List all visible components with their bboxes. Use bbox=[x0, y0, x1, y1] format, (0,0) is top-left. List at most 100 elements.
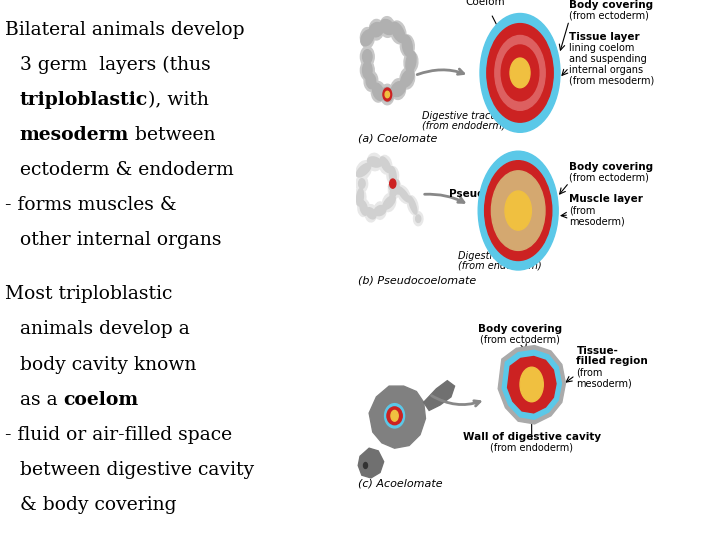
Text: (from: (from bbox=[569, 205, 595, 215]
Text: Body covering: Body covering bbox=[478, 324, 562, 334]
Polygon shape bbox=[508, 356, 556, 413]
Text: Digestive tract: Digestive tract bbox=[458, 251, 531, 261]
Ellipse shape bbox=[384, 404, 405, 428]
Ellipse shape bbox=[369, 19, 384, 40]
Text: (from ectoderm): (from ectoderm) bbox=[569, 11, 649, 21]
Ellipse shape bbox=[380, 157, 391, 172]
Text: Bilateral animals develop: Bilateral animals develop bbox=[5, 21, 245, 39]
Ellipse shape bbox=[358, 199, 369, 217]
Ellipse shape bbox=[404, 51, 418, 73]
Text: (from endoderm): (from endoderm) bbox=[458, 261, 542, 271]
Text: as a: as a bbox=[19, 390, 63, 409]
Ellipse shape bbox=[389, 184, 400, 194]
Ellipse shape bbox=[397, 187, 410, 202]
Text: and suspending: and suspending bbox=[569, 54, 647, 64]
Text: - forms muscles &: - forms muscles & bbox=[5, 196, 177, 214]
Ellipse shape bbox=[367, 153, 382, 171]
Ellipse shape bbox=[387, 166, 399, 185]
Ellipse shape bbox=[356, 163, 371, 177]
Ellipse shape bbox=[372, 82, 385, 102]
Text: between digestive cavity: between digestive cavity bbox=[19, 461, 253, 479]
Ellipse shape bbox=[366, 73, 376, 89]
Circle shape bbox=[505, 191, 531, 230]
Circle shape bbox=[492, 171, 545, 251]
Ellipse shape bbox=[389, 179, 401, 199]
Ellipse shape bbox=[379, 156, 392, 174]
Circle shape bbox=[478, 151, 558, 270]
Text: & body covering: & body covering bbox=[19, 496, 176, 514]
Text: Coelom: Coelom bbox=[466, 0, 505, 8]
Text: filled region: filled region bbox=[577, 356, 648, 367]
Text: (b) Pseudocoelomate: (b) Pseudocoelomate bbox=[359, 275, 477, 286]
Ellipse shape bbox=[383, 196, 395, 209]
Ellipse shape bbox=[380, 17, 395, 37]
Text: Tissue layer: Tissue layer bbox=[569, 32, 640, 43]
Text: mesoderm): mesoderm) bbox=[577, 378, 632, 388]
Circle shape bbox=[385, 91, 390, 98]
Polygon shape bbox=[369, 386, 426, 448]
Polygon shape bbox=[498, 346, 565, 424]
Text: Wall of digestive cavity: Wall of digestive cavity bbox=[462, 432, 600, 442]
Ellipse shape bbox=[360, 200, 367, 215]
Polygon shape bbox=[359, 448, 384, 478]
Text: (a) Coelomate: (a) Coelomate bbox=[359, 133, 438, 144]
Circle shape bbox=[487, 24, 553, 122]
Text: triploblastic: triploblastic bbox=[19, 91, 148, 109]
Text: (from endoderm): (from endoderm) bbox=[490, 443, 573, 453]
Circle shape bbox=[383, 88, 392, 101]
Ellipse shape bbox=[365, 205, 377, 222]
Ellipse shape bbox=[359, 179, 365, 188]
Circle shape bbox=[391, 410, 398, 421]
Ellipse shape bbox=[387, 407, 402, 424]
Ellipse shape bbox=[382, 87, 393, 102]
Ellipse shape bbox=[356, 161, 372, 179]
Ellipse shape bbox=[369, 23, 384, 37]
Text: (c) Acoelomate: (c) Acoelomate bbox=[359, 478, 443, 488]
Text: Pseudocoelom: Pseudocoelom bbox=[449, 189, 534, 199]
Circle shape bbox=[364, 462, 367, 468]
Ellipse shape bbox=[406, 51, 416, 73]
Text: (from ectoderm): (from ectoderm) bbox=[569, 173, 649, 183]
Ellipse shape bbox=[401, 70, 414, 87]
Ellipse shape bbox=[380, 84, 395, 105]
Ellipse shape bbox=[380, 19, 395, 35]
Text: 3 germ  layers (thus: 3 germ layers (thus bbox=[19, 56, 210, 74]
Text: (from ectoderm): (from ectoderm) bbox=[480, 335, 560, 345]
Text: body cavity known: body cavity known bbox=[19, 355, 196, 374]
Polygon shape bbox=[423, 381, 454, 410]
Ellipse shape bbox=[391, 82, 405, 97]
Text: between: between bbox=[129, 126, 215, 144]
Ellipse shape bbox=[364, 71, 378, 91]
Ellipse shape bbox=[361, 60, 374, 80]
Text: coelom: coelom bbox=[63, 390, 138, 409]
Text: ), with: ), with bbox=[148, 91, 209, 109]
Text: animals develop a: animals develop a bbox=[19, 320, 189, 339]
Text: Muscle layer: Muscle layer bbox=[569, 194, 643, 205]
Text: Body covering: Body covering bbox=[569, 162, 653, 172]
Polygon shape bbox=[503, 350, 562, 419]
Ellipse shape bbox=[391, 79, 405, 99]
Text: - fluid or air-filled space: - fluid or air-filled space bbox=[5, 426, 233, 444]
Ellipse shape bbox=[390, 167, 396, 184]
Ellipse shape bbox=[374, 206, 386, 215]
Text: ectoderm & endoderm: ectoderm & endoderm bbox=[19, 161, 233, 179]
Ellipse shape bbox=[388, 181, 401, 197]
Ellipse shape bbox=[390, 21, 406, 44]
Ellipse shape bbox=[361, 30, 374, 46]
Text: other internal organs: other internal organs bbox=[19, 231, 221, 249]
Ellipse shape bbox=[397, 186, 410, 203]
Circle shape bbox=[501, 45, 539, 101]
Ellipse shape bbox=[356, 175, 368, 192]
Circle shape bbox=[510, 58, 530, 87]
Ellipse shape bbox=[402, 35, 413, 57]
Ellipse shape bbox=[413, 212, 423, 226]
Ellipse shape bbox=[408, 195, 418, 215]
Ellipse shape bbox=[374, 202, 386, 219]
Ellipse shape bbox=[415, 215, 420, 222]
Ellipse shape bbox=[367, 157, 382, 167]
Ellipse shape bbox=[366, 208, 376, 219]
Ellipse shape bbox=[356, 188, 364, 206]
Text: (from: (from bbox=[577, 367, 603, 377]
Ellipse shape bbox=[392, 22, 405, 43]
Text: (from mesoderm): (from mesoderm) bbox=[569, 76, 654, 86]
